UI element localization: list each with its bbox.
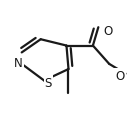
Text: O: O — [103, 25, 112, 38]
Text: S: S — [45, 76, 52, 89]
Text: O: O — [115, 69, 125, 82]
Text: N: N — [14, 57, 23, 70]
